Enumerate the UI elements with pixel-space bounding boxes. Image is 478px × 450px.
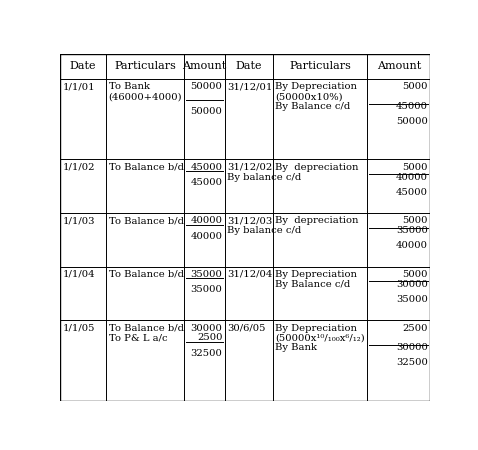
Text: 5000: 5000 — [402, 216, 428, 225]
Text: 2500: 2500 — [402, 324, 428, 333]
Text: Amount: Amount — [377, 62, 421, 72]
Text: 1/1/05: 1/1/05 — [62, 324, 95, 333]
Text: 40000: 40000 — [190, 232, 222, 241]
Text: 32500: 32500 — [396, 358, 428, 367]
Text: 32500: 32500 — [191, 348, 222, 357]
Text: To Balance b/d: To Balance b/d — [109, 270, 184, 279]
Text: 1/1/04: 1/1/04 — [62, 270, 95, 279]
Text: To Bank: To Bank — [109, 82, 150, 91]
Text: By balance c/d: By balance c/d — [227, 226, 302, 235]
Text: Particulars: Particulars — [289, 62, 351, 72]
Text: 40000: 40000 — [396, 241, 428, 250]
Text: 50000: 50000 — [191, 82, 222, 91]
Text: To Balance b/d: To Balance b/d — [109, 216, 184, 225]
Text: 50000: 50000 — [396, 117, 428, 126]
Text: By Bank: By Bank — [275, 343, 317, 352]
Text: 45000: 45000 — [396, 188, 428, 197]
Text: 5000: 5000 — [402, 270, 428, 279]
Text: (50000x10%): (50000x10%) — [275, 92, 343, 101]
Text: Date: Date — [236, 62, 262, 72]
Text: 2500: 2500 — [197, 333, 222, 342]
Text: 31/12/03: 31/12/03 — [227, 216, 272, 225]
Text: (50000x¹⁰/₁₀₀x⁶/₁₂): (50000x¹⁰/₁₀₀x⁶/₁₂) — [275, 333, 365, 342]
Text: 1/1/03: 1/1/03 — [62, 216, 95, 225]
Text: 45000: 45000 — [190, 178, 222, 187]
Text: 31/12/02: 31/12/02 — [227, 163, 272, 172]
Text: 31/12/01: 31/12/01 — [227, 82, 272, 91]
Text: 30000: 30000 — [191, 324, 222, 333]
Text: 1/1/01: 1/1/01 — [62, 82, 95, 91]
Text: 45000: 45000 — [396, 102, 428, 111]
Text: To P& L a/c: To P& L a/c — [109, 333, 167, 342]
Text: 30/6/05: 30/6/05 — [227, 324, 266, 333]
Text: 35000: 35000 — [396, 295, 428, 304]
Text: 30000: 30000 — [396, 280, 428, 289]
Text: By Balance c/d: By Balance c/d — [275, 280, 350, 289]
Text: 35000: 35000 — [191, 270, 222, 279]
Text: 1/1/02: 1/1/02 — [62, 163, 95, 172]
Text: By Balance c/d: By Balance c/d — [275, 102, 350, 111]
Text: 35000: 35000 — [396, 226, 428, 235]
Text: 5000: 5000 — [402, 82, 428, 91]
Text: Particulars: Particulars — [114, 62, 176, 72]
Text: 5000: 5000 — [402, 163, 428, 172]
Text: By Depreciation: By Depreciation — [275, 324, 358, 333]
Text: (46000+4000): (46000+4000) — [109, 92, 182, 101]
Text: 35000: 35000 — [191, 285, 222, 294]
Text: By balance c/d: By balance c/d — [227, 172, 302, 181]
Text: 50000: 50000 — [191, 108, 222, 117]
Text: By Depreciation: By Depreciation — [275, 270, 358, 279]
Text: By Depreciation: By Depreciation — [275, 82, 358, 91]
Text: Amount: Amount — [182, 62, 227, 72]
Text: By  depreciation: By depreciation — [275, 216, 359, 225]
Text: 40000: 40000 — [396, 172, 428, 181]
Text: 45000: 45000 — [190, 163, 222, 172]
Text: Date: Date — [70, 62, 96, 72]
Text: 31/12/04: 31/12/04 — [227, 270, 272, 279]
Text: 30000: 30000 — [396, 343, 428, 352]
Text: By  depreciation: By depreciation — [275, 163, 359, 172]
Text: 40000: 40000 — [190, 216, 222, 225]
Text: To Balance b/d: To Balance b/d — [109, 324, 184, 333]
Text: To Balance b/d: To Balance b/d — [109, 163, 184, 172]
